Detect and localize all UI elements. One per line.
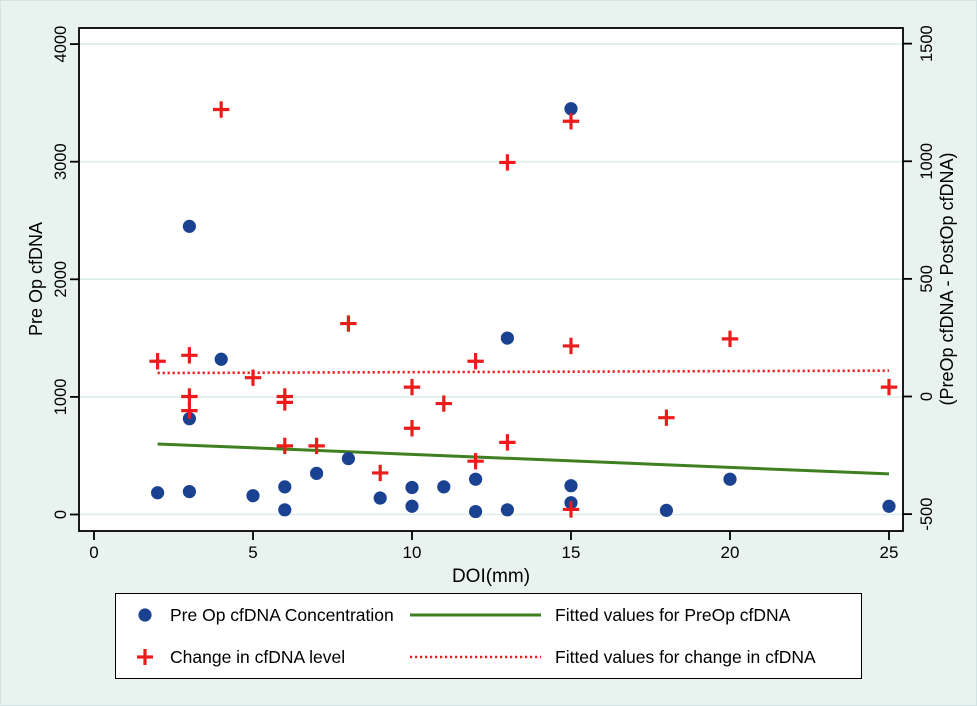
x-tick-label: 20 (721, 543, 740, 562)
preop-point (437, 480, 451, 494)
legend-item-preop: Pre Op cfDNA Concentration (116, 594, 408, 636)
legend-label-change: Change in cfDNA level (170, 646, 346, 667)
change-point (562, 337, 580, 355)
x-axis-title: DOI(mm) (452, 566, 530, 587)
preop-point (182, 484, 196, 499)
change-point (467, 353, 484, 370)
y-right-tick-label: 0 (918, 392, 936, 401)
change-point (181, 388, 198, 405)
preop-point (500, 331, 514, 345)
y-left-tick-label: 2000 (52, 261, 70, 298)
change-point (562, 501, 580, 518)
change-point (149, 353, 166, 370)
legend-label-preop: Pre Op cfDNA Concentration (170, 604, 394, 625)
change-point (340, 315, 357, 332)
x-tick-label: 0 (89, 543, 98, 562)
legend: Pre Op cfDNA Concentration Fitted values… (115, 593, 862, 679)
legend-item-change: Change in cfDNA level (116, 636, 408, 678)
preop-point (469, 472, 483, 486)
change-point (721, 330, 739, 348)
preop-point (182, 219, 196, 233)
fit-change-line (157, 369, 890, 375)
x-tick-label: 15 (562, 543, 581, 562)
x-tick-label: 5 (248, 543, 257, 562)
change-point (403, 420, 421, 437)
change-point (435, 395, 452, 412)
change-point (213, 101, 230, 118)
preop-point (278, 480, 292, 494)
change-point (308, 437, 325, 455)
y-left-tick-label: 3000 (52, 143, 70, 180)
preop-point (310, 466, 324, 480)
fitted-lines (157, 369, 890, 476)
preop-circle-marker-icon (132, 604, 158, 626)
y-left-tick-label: 1000 (52, 379, 70, 416)
preop-point (469, 504, 483, 519)
change-point (276, 394, 293, 411)
preop-point (278, 503, 292, 517)
change-point (658, 409, 675, 426)
y-right-tick-label: 500 (918, 265, 936, 293)
change-point (499, 154, 516, 171)
legend-item-fit-preop: Fitted values for PreOp cfDNA (408, 594, 861, 636)
preop-point (564, 102, 578, 116)
y-right-tick-label: -500 (918, 498, 936, 531)
preop-point (500, 503, 514, 517)
legend-label-fit-change: Fitted values for change in cfDNA (555, 646, 816, 667)
change-point (499, 434, 516, 451)
fit-preop-line (157, 442, 890, 476)
axis-ticks (70, 42, 912, 540)
change-point (181, 402, 198, 419)
y-left-tick-label: 0 (52, 510, 70, 519)
y-right-axis-title: (PreOp cfDNA - PostOp cfDNA) (937, 152, 957, 405)
preop-point (723, 472, 737, 486)
preop-point (882, 499, 896, 513)
preop-point (214, 352, 228, 366)
y-right-tick-label: 1000 (918, 143, 936, 180)
fit-change-line-icon (408, 646, 543, 668)
change-point (562, 113, 580, 130)
x-tick-label: 10 (403, 543, 422, 562)
change-point (276, 437, 293, 455)
preop-point (405, 480, 419, 495)
preop-point (341, 452, 355, 466)
preop-point (373, 491, 387, 505)
change-point (880, 378, 898, 396)
change-plus-marker-icon (132, 646, 158, 668)
preop-point (564, 479, 578, 493)
fit-preop-line-icon (408, 604, 543, 626)
legend-item-fit-change: Fitted values for change in cfDNA (408, 636, 861, 678)
legend-label-fit-preop: Fitted values for PreOp cfDNA (555, 604, 791, 625)
change-point (372, 464, 389, 482)
y-left-axis-title: Pre Op cfDNA (26, 222, 46, 336)
y-left-tick-label: 4000 (52, 26, 70, 63)
scatter-points (149, 101, 898, 519)
preop-point (405, 499, 419, 513)
preop-point (246, 489, 260, 503)
y-right-tick-label: 1500 (918, 25, 936, 62)
change-point (403, 378, 421, 396)
change-point (244, 369, 262, 386)
axis-tick-labels: 0 1000 2000 3000 4000 -500 0 500 1000 1500 0 5 10 15 2… (52, 25, 936, 562)
x-tick-label: 25 (880, 543, 899, 562)
change-point (181, 347, 198, 364)
gridlines (80, 43, 902, 516)
preop-point (659, 503, 674, 517)
preop-point (151, 486, 165, 500)
change-point (467, 452, 484, 470)
